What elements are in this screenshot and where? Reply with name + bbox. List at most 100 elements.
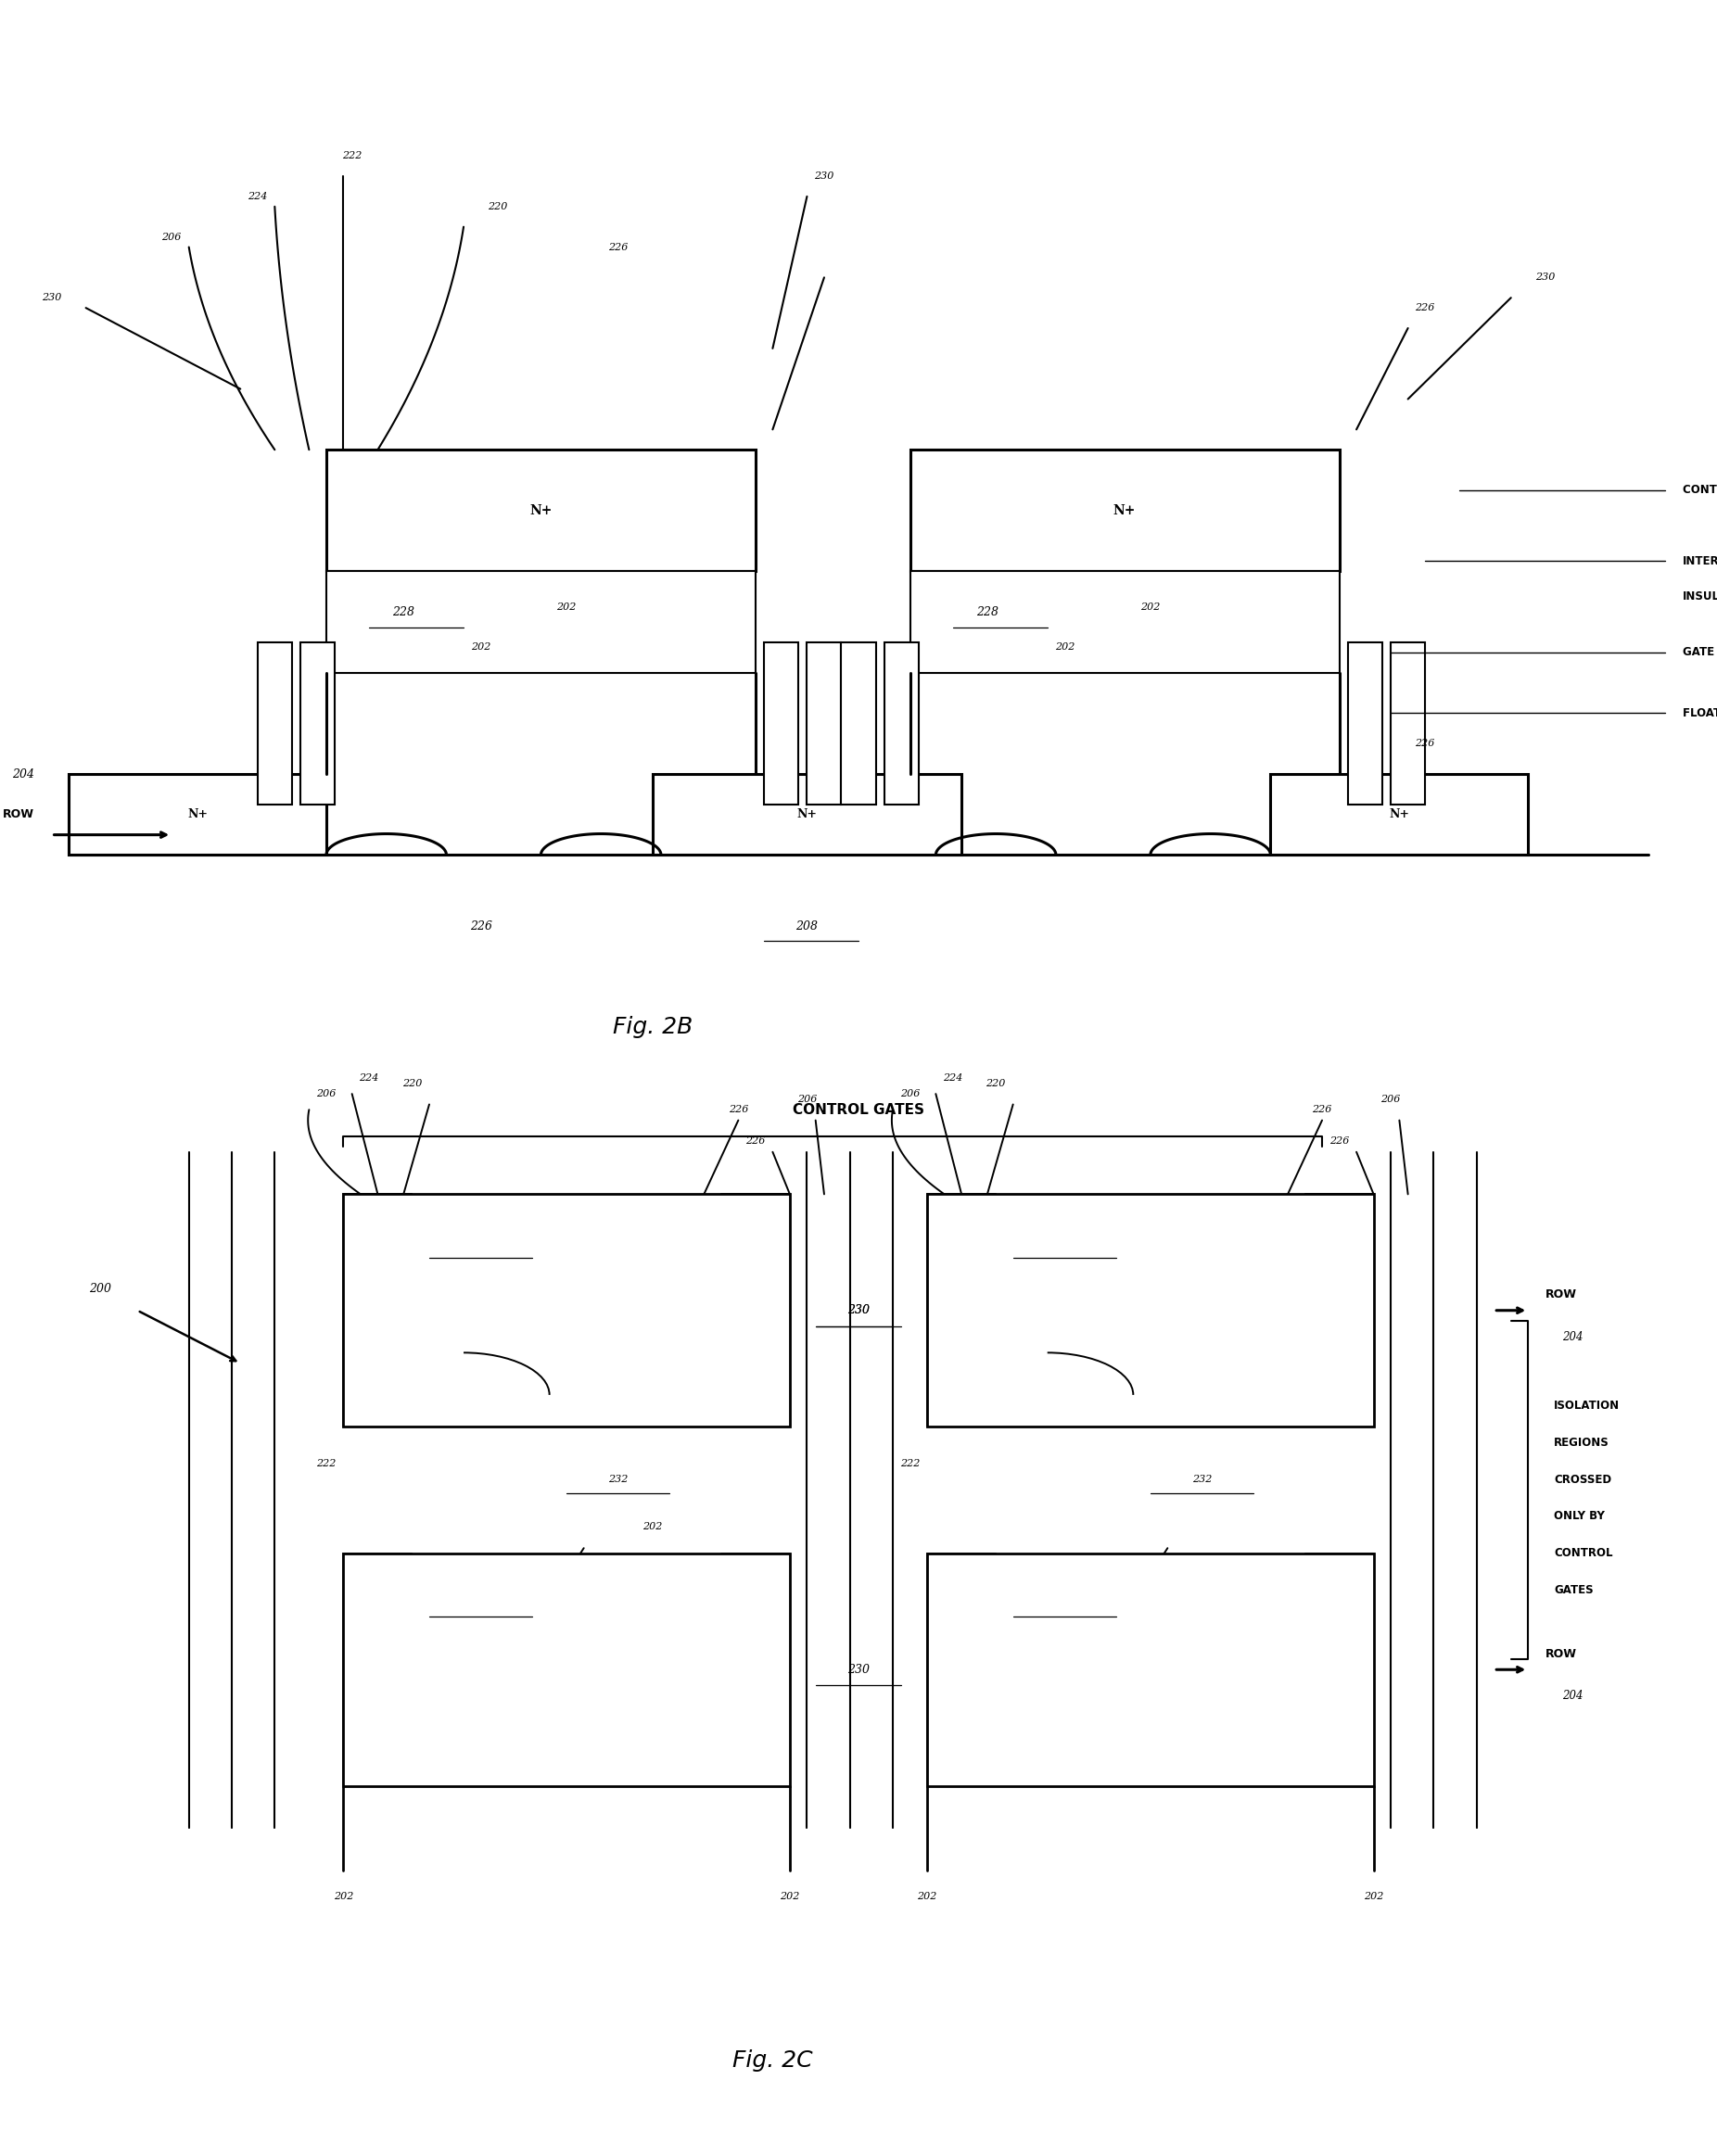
Text: 202: 202 bbox=[584, 1348, 603, 1356]
Text: N+: N+ bbox=[1138, 1326, 1162, 1339]
Bar bbox=[326, 571, 755, 673]
Bar bbox=[258, 642, 292, 804]
Text: 206: 206 bbox=[316, 1089, 337, 1097]
Text: N+: N+ bbox=[187, 808, 208, 821]
Text: 222: 222 bbox=[342, 151, 362, 160]
Text: 220: 220 bbox=[986, 1078, 1006, 1089]
Text: 222: 222 bbox=[900, 1460, 920, 1468]
Text: 202: 202 bbox=[1054, 642, 1075, 651]
Text: ISOLATION: ISOLATION bbox=[1554, 1399, 1619, 1412]
Bar bbox=[721, 1194, 790, 1427]
Bar bbox=[807, 642, 841, 804]
Text: 226: 226 bbox=[608, 241, 628, 252]
Text: ROW: ROW bbox=[3, 808, 34, 821]
Bar bbox=[300, 642, 335, 804]
Text: Fig. 2C: Fig. 2C bbox=[733, 2050, 812, 2072]
Text: GATE INSULATOR: GATE INSULATOR bbox=[1683, 647, 1717, 658]
Text: N+: N+ bbox=[797, 808, 817, 821]
Text: 206: 206 bbox=[161, 233, 182, 241]
Text: 228: 228 bbox=[977, 606, 998, 619]
Text: 202: 202 bbox=[1082, 1401, 1101, 1410]
Bar bbox=[927, 1552, 1374, 1785]
Text: 226: 226 bbox=[591, 1559, 611, 1570]
Bar bbox=[343, 1194, 412, 1427]
Text: 226: 226 bbox=[470, 921, 491, 931]
Text: 202: 202 bbox=[917, 1893, 937, 1902]
Text: 200: 200 bbox=[89, 1283, 112, 1296]
Text: 202: 202 bbox=[1140, 602, 1161, 612]
Text: FLOATING GATE: FLOATING GATE bbox=[1683, 707, 1717, 720]
Text: 230: 230 bbox=[848, 1664, 869, 1675]
Text: 228: 228 bbox=[438, 1602, 458, 1611]
Text: 202: 202 bbox=[470, 642, 491, 651]
Text: 202: 202 bbox=[498, 1401, 517, 1410]
Text: 232: 232 bbox=[608, 1475, 628, 1483]
Text: 230: 230 bbox=[814, 172, 834, 181]
Text: INTERPOLY: INTERPOLY bbox=[1683, 556, 1717, 567]
Text: 202: 202 bbox=[780, 1893, 800, 1902]
Text: INSULATOR: INSULATOR bbox=[1683, 591, 1717, 604]
Text: 202: 202 bbox=[333, 1893, 354, 1902]
Text: REGIONS: REGIONS bbox=[1554, 1436, 1609, 1449]
Text: 224: 224 bbox=[247, 192, 268, 201]
Text: ROW: ROW bbox=[1545, 1647, 1576, 1660]
Text: 226: 226 bbox=[1329, 1136, 1350, 1147]
Text: 226: 226 bbox=[1415, 304, 1435, 313]
Bar bbox=[927, 1552, 996, 1785]
Text: 220: 220 bbox=[488, 203, 508, 211]
Bar bbox=[1271, 774, 1528, 856]
Text: 202: 202 bbox=[1363, 1893, 1384, 1902]
Bar bbox=[764, 642, 798, 804]
Text: N+: N+ bbox=[529, 505, 553, 517]
Bar bbox=[343, 1552, 412, 1785]
Bar bbox=[343, 1194, 790, 1427]
Text: N+: N+ bbox=[555, 1326, 579, 1339]
Text: 230: 230 bbox=[41, 293, 62, 302]
Text: 202: 202 bbox=[1168, 1348, 1186, 1356]
Text: 204: 204 bbox=[1562, 1330, 1583, 1343]
Text: 206: 206 bbox=[900, 1089, 920, 1097]
Text: N+: N+ bbox=[555, 1684, 579, 1697]
Text: Fig. 2B: Fig. 2B bbox=[613, 1015, 692, 1039]
Text: N+: N+ bbox=[1389, 808, 1410, 821]
Bar bbox=[910, 451, 1339, 571]
Text: 222: 222 bbox=[316, 1460, 337, 1468]
Text: 230: 230 bbox=[848, 1304, 869, 1317]
Bar bbox=[326, 451, 755, 571]
Text: N+: N+ bbox=[1138, 1684, 1162, 1697]
Bar bbox=[927, 1194, 996, 1427]
Text: 232: 232 bbox=[1192, 1475, 1212, 1483]
Text: CROSSED: CROSSED bbox=[1554, 1473, 1612, 1485]
Text: 226: 226 bbox=[1174, 1559, 1195, 1570]
Bar bbox=[884, 642, 919, 804]
Bar bbox=[652, 774, 962, 856]
Text: CONTROL GATE: CONTROL GATE bbox=[1683, 485, 1717, 496]
Text: 230: 230 bbox=[848, 1304, 869, 1317]
Text: 226: 226 bbox=[1415, 740, 1435, 748]
Text: 202: 202 bbox=[642, 1522, 663, 1531]
Text: 228: 228 bbox=[1022, 1242, 1042, 1253]
Text: 226: 226 bbox=[728, 1106, 749, 1115]
Bar bbox=[69, 774, 326, 856]
Text: 228: 228 bbox=[393, 606, 414, 619]
Text: 226: 226 bbox=[745, 1136, 766, 1147]
Bar bbox=[343, 1552, 790, 1785]
Bar bbox=[1348, 642, 1382, 804]
Text: 202: 202 bbox=[556, 602, 577, 612]
Text: 220: 220 bbox=[402, 1078, 422, 1089]
Text: 224: 224 bbox=[359, 1074, 379, 1082]
Text: 230: 230 bbox=[1535, 274, 1556, 282]
Bar bbox=[1305, 1552, 1374, 1785]
Bar bbox=[1305, 1194, 1374, 1427]
Text: 206: 206 bbox=[797, 1095, 817, 1104]
Text: ROW: ROW bbox=[1545, 1289, 1576, 1300]
Text: 226: 226 bbox=[1312, 1106, 1332, 1115]
Text: 204: 204 bbox=[12, 768, 34, 780]
Text: CONTROL: CONTROL bbox=[1554, 1548, 1612, 1559]
Text: CONTROL GATES: CONTROL GATES bbox=[793, 1102, 924, 1117]
Text: 228: 228 bbox=[1022, 1602, 1042, 1611]
Text: ONLY BY: ONLY BY bbox=[1554, 1511, 1605, 1522]
Text: 204: 204 bbox=[1562, 1690, 1583, 1701]
Bar bbox=[721, 1552, 790, 1785]
Text: 208: 208 bbox=[797, 921, 817, 931]
